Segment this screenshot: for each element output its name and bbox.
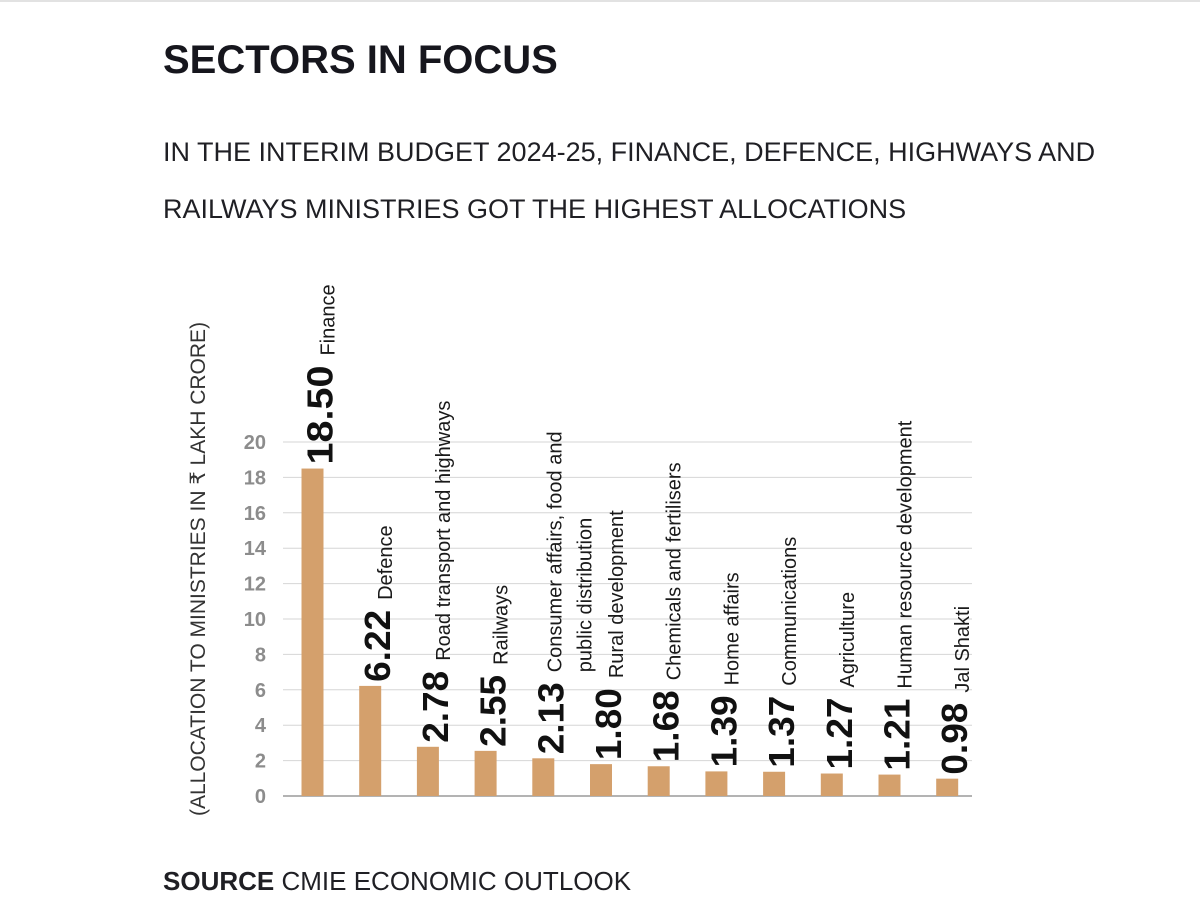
category-label: Road transport and highways <box>433 401 455 661</box>
bar <box>878 774 901 796</box>
y-tick-label: 14 <box>244 538 267 560</box>
data-label: 18.50 <box>300 366 341 465</box>
bar <box>590 764 612 796</box>
category-label: public distribution <box>574 518 596 673</box>
source-text: CMIE ECONOMIC OUTLOOK <box>281 866 632 896</box>
y-tick-label: 12 <box>244 574 266 596</box>
bar <box>301 468 324 796</box>
category-label: Chemicals and fertilisers <box>664 462 686 680</box>
bar <box>359 685 382 796</box>
data-label: 0.98 <box>934 703 975 775</box>
y-tick-label: 20 <box>244 432 266 454</box>
category-label: Defence <box>375 525 397 600</box>
data-label: 1.39 <box>703 695 744 767</box>
bar <box>705 771 728 796</box>
y-tick-label: 10 <box>244 609 266 631</box>
bar <box>820 773 843 796</box>
category-label: Railways <box>491 585 513 665</box>
category-label: Jal Shakti <box>952 606 974 693</box>
data-label: 6.22 <box>357 610 398 682</box>
data-label: 1.21 <box>877 699 918 771</box>
y-tick-label: 4 <box>255 715 267 737</box>
data-label: 2.55 <box>473 675 514 747</box>
y-tick-label: 8 <box>255 644 266 666</box>
bar <box>763 771 786 796</box>
data-label: 1.80 <box>588 688 629 760</box>
category-label: Agriculture <box>837 592 859 688</box>
data-label: 1.27 <box>819 698 860 770</box>
y-tick-label: 0 <box>255 786 266 808</box>
page-title: SECTORS IN FOCUS <box>163 38 558 82</box>
bar <box>416 746 439 796</box>
y-tick-label: 6 <box>255 680 266 702</box>
category-label: Consumer affairs, food and <box>544 431 566 672</box>
bar <box>532 758 555 796</box>
category-label: Human resource development <box>895 420 917 688</box>
chart-subtitle: IN THE INTERIM BUDGET 2024-25, FINANCE, … <box>163 137 1096 224</box>
category-label: Finance <box>318 284 340 355</box>
bar-chart: 0 2 4 6 8 10 12 14 16 18 20 (ALLOCATION TO MINISTRI… <box>187 284 975 816</box>
source-label: SOURCE <box>163 866 275 896</box>
category-label: Communications <box>779 537 801 686</box>
data-label: 1.68 <box>646 690 687 762</box>
y-axis-title: (ALLOCATION TO MINISTRIES IN ₹ LAKH CROR… <box>187 322 210 816</box>
source-note: SOURCE CMIE ECONOMIC OUTLOOK <box>163 866 631 897</box>
category-label: Home affairs <box>721 572 743 685</box>
y-tick-label: 2 <box>255 751 266 773</box>
y-tick-label: 16 <box>244 503 266 525</box>
top-divider <box>0 0 1200 2</box>
data-label: 1.37 <box>761 696 802 768</box>
data-label: 2.13 <box>530 682 571 754</box>
bar <box>936 778 959 796</box>
data-label: 2.78 <box>415 671 456 743</box>
bar <box>647 766 670 796</box>
y-tick-label: 18 <box>244 467 266 489</box>
category-label: Rural development <box>606 510 628 678</box>
bar <box>474 750 497 796</box>
